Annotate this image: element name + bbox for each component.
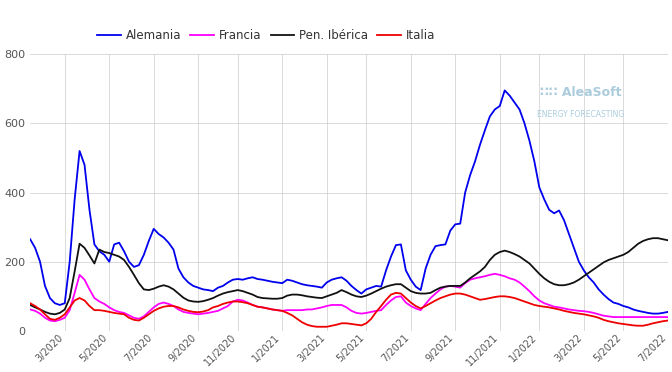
Pen. Ibérica	[26, 303, 34, 307]
Francia	[505, 276, 513, 280]
Alemania	[496, 104, 504, 108]
Text: ∷∷ AleaSoft: ∷∷ AleaSoft	[540, 86, 622, 99]
Alemania	[446, 228, 454, 233]
Alemania	[649, 311, 657, 316]
Alemania	[358, 291, 366, 296]
Francia	[362, 311, 370, 315]
Line: Alemania: Alemania	[30, 90, 668, 314]
Pen. Ibérica	[204, 298, 212, 302]
Alemania	[26, 237, 34, 241]
Alemania	[664, 310, 672, 314]
Italia	[199, 309, 207, 314]
Italia	[313, 324, 321, 329]
Francia	[51, 319, 59, 324]
Italia	[26, 301, 34, 305]
Italia	[392, 291, 400, 295]
Line: Pen. Ibérica: Pen. Ibérica	[30, 238, 668, 314]
Alemania	[501, 88, 509, 93]
Pen. Ibérica	[362, 294, 370, 298]
Line: Italia: Italia	[30, 293, 668, 327]
Francia	[664, 315, 672, 319]
Text: ENERGY FORECASTING: ENERGY FORECASTING	[537, 110, 624, 119]
Italia	[536, 304, 544, 308]
Francia	[491, 272, 499, 276]
Francia	[536, 298, 544, 303]
Alemania	[530, 159, 538, 164]
Francia	[26, 307, 34, 312]
Italia	[362, 321, 370, 326]
Pen. Ibérica	[664, 238, 672, 243]
Legend: Alemania, Francia, Pen. Ibérica, Italia: Alemania, Francia, Pen. Ibérica, Italia	[92, 24, 440, 46]
Pen. Ibérica	[303, 294, 311, 299]
Pen. Ibérica	[51, 312, 59, 317]
Pen. Ibérica	[649, 236, 657, 240]
Francia	[303, 307, 311, 312]
Line: Francia: Francia	[30, 274, 668, 321]
Francia	[451, 284, 459, 289]
Alemania	[298, 282, 306, 286]
Italia	[664, 318, 672, 323]
Italia	[456, 291, 464, 296]
Italia	[298, 320, 306, 324]
Pen. Ibérica	[451, 284, 459, 288]
Alemania	[199, 287, 207, 292]
Italia	[505, 295, 513, 299]
Pen. Ibérica	[501, 248, 509, 253]
Pen. Ibérica	[530, 266, 538, 271]
Francia	[204, 311, 212, 315]
